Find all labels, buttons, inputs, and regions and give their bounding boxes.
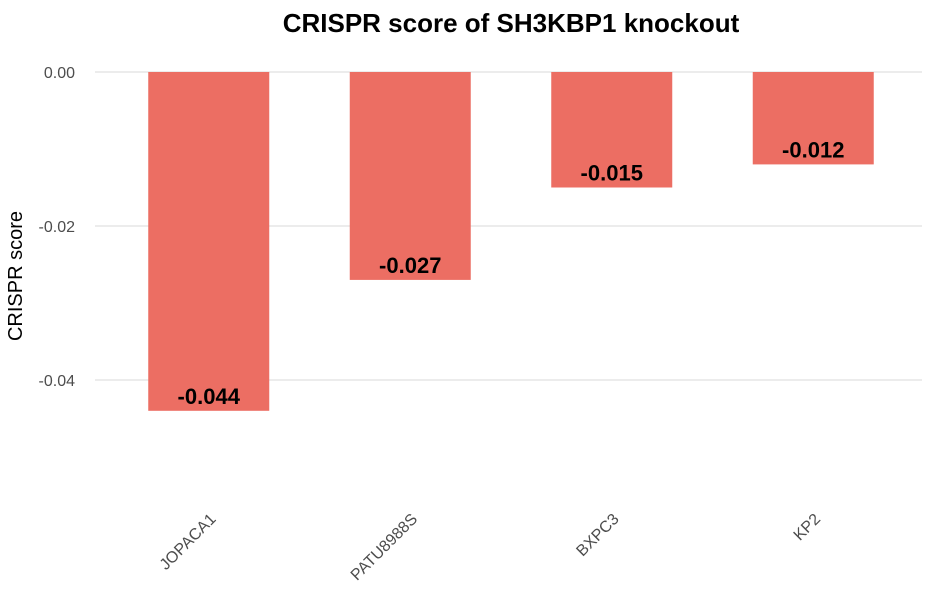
y-tick-label: -0.04 <box>39 373 76 390</box>
category-layer: JOPACA1 PATU8988S BXPC3 KP2 <box>157 511 824 584</box>
data-label: -0.015 <box>581 161 643 186</box>
label-layer: -0.044 -0.027 -0.015 -0.012 <box>178 137 845 408</box>
chart-title: CRISPR score of SH3KBP1 knockout <box>283 8 740 38</box>
x-category-label: KP2 <box>791 511 824 544</box>
tick-layer: 0.00 -0.02 -0.04 <box>39 65 76 390</box>
bar <box>148 72 270 411</box>
y-tick-label: 0.00 <box>44 65 75 82</box>
y-axis-label: CRISPR score <box>5 211 27 341</box>
data-label: -0.012 <box>782 137 844 162</box>
x-category-label: JOPACA1 <box>157 511 220 574</box>
x-category-label: BXPC3 <box>573 511 622 560</box>
bar-layer <box>148 72 874 411</box>
y-tick-label: -0.02 <box>39 219 76 236</box>
x-category-label: PATU8988S <box>348 511 421 584</box>
data-label: -0.027 <box>379 253 441 278</box>
bar <box>752 72 874 165</box>
data-label: -0.044 <box>178 384 241 409</box>
bar <box>349 72 471 280</box>
bar <box>551 72 673 188</box>
